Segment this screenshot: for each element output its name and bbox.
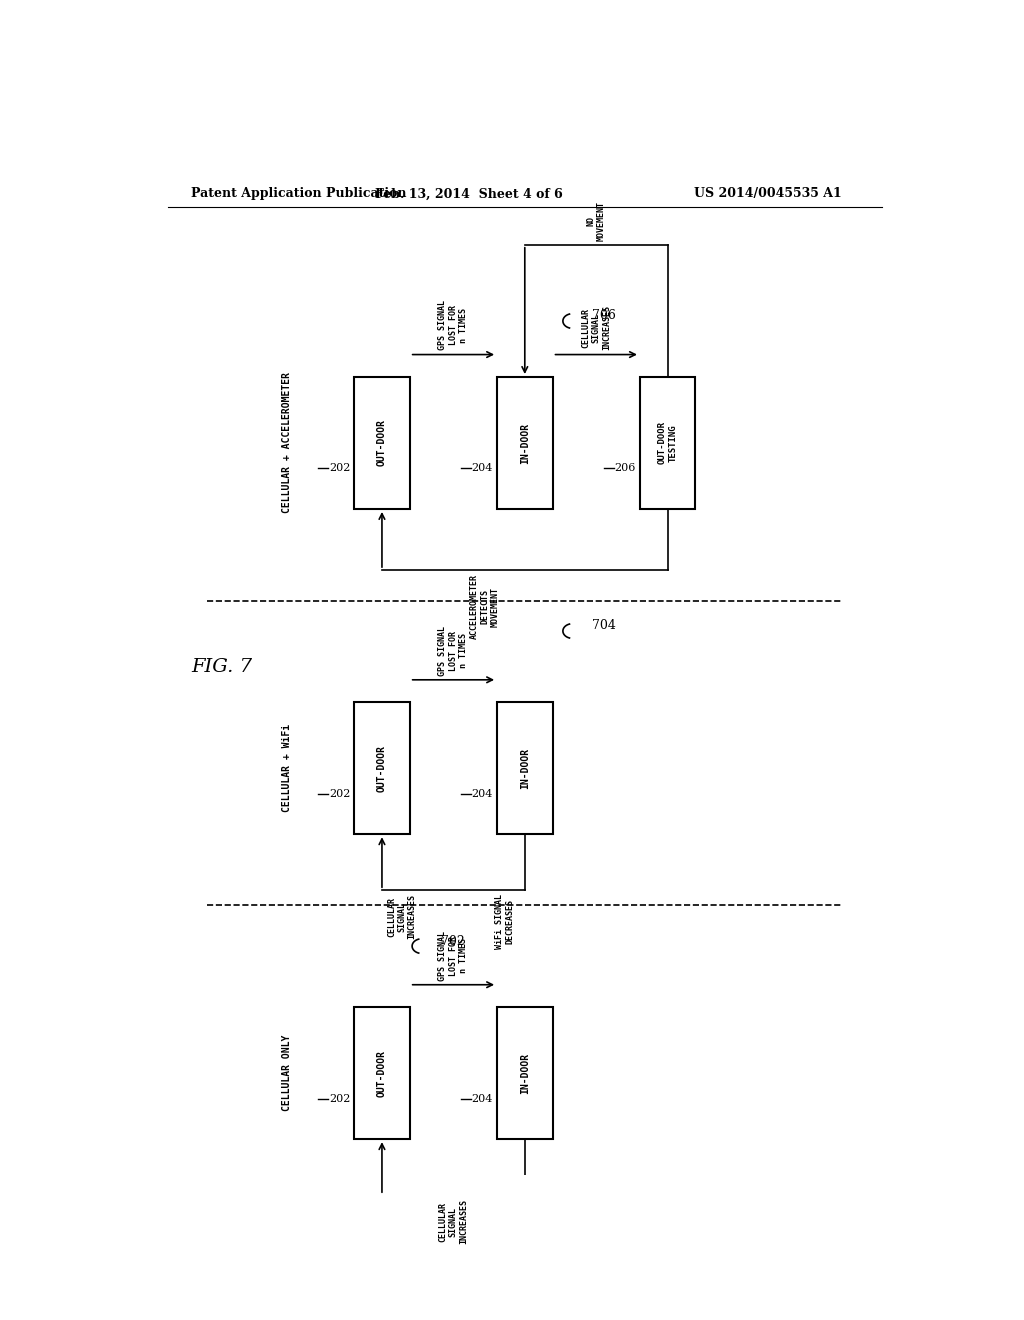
Text: GPS SIGNAL
LOST FOR
n TIMES: GPS SIGNAL LOST FOR n TIMES [438, 301, 468, 351]
Text: WiFi SIGNAL
DECREASES: WiFi SIGNAL DECREASES [496, 894, 515, 949]
Text: OUT-DOOR: OUT-DOOR [377, 1049, 387, 1097]
Text: CELLULAR + WiFi: CELLULAR + WiFi [282, 725, 292, 812]
Text: 202: 202 [329, 788, 350, 799]
Text: 704: 704 [592, 619, 616, 632]
Text: 202: 202 [329, 463, 350, 474]
Text: 206: 206 [614, 463, 636, 474]
Text: IN-DOOR: IN-DOOR [520, 1052, 529, 1094]
Text: Patent Application Publication: Patent Application Publication [191, 187, 407, 201]
Text: GPS SIGNAL
LOST FOR
n TIMES: GPS SIGNAL LOST FOR n TIMES [438, 626, 468, 676]
Bar [640, 378, 695, 510]
Text: CELLULAR
SIGNAL
INCREASES: CELLULAR SIGNAL INCREASES [387, 894, 417, 940]
Text: GPS SIGNAL
LOST FOR
n TIMES: GPS SIGNAL LOST FOR n TIMES [438, 931, 468, 981]
Text: IN-DOOR: IN-DOOR [520, 422, 529, 463]
Text: OUT-DOOR: OUT-DOOR [377, 744, 387, 792]
Bar [354, 1007, 410, 1139]
Text: CELLULAR
SIGNAL
INCREASES: CELLULAR SIGNAL INCREASES [438, 1199, 468, 1245]
Text: CELLULAR
SIGNAL
INCREASES: CELLULAR SIGNAL INCREASES [582, 305, 611, 351]
Text: ACCELEROMETER
DETECTS
MOVEMENT: ACCELEROMETER DETECTS MOVEMENT [470, 574, 500, 639]
Bar [354, 378, 410, 510]
Text: 706: 706 [592, 309, 616, 322]
Text: CELLULAR ONLY: CELLULAR ONLY [282, 1035, 292, 1111]
Text: US 2014/0045535 A1: US 2014/0045535 A1 [694, 187, 842, 201]
Text: Feb. 13, 2014  Sheet 4 of 6: Feb. 13, 2014 Sheet 4 of 6 [376, 187, 563, 201]
Bar [497, 702, 553, 834]
Bar [497, 378, 553, 510]
Text: 204: 204 [472, 788, 493, 799]
Text: OUT-DOOR
TESTING: OUT-DOOR TESTING [657, 421, 678, 465]
Text: OUT-DOOR: OUT-DOOR [377, 420, 387, 466]
Text: IN-DOOR: IN-DOOR [520, 747, 529, 789]
Text: 202: 202 [329, 1093, 350, 1104]
Text: NO
MOVEMENT: NO MOVEMENT [587, 201, 606, 240]
Text: 204: 204 [472, 1093, 493, 1104]
Text: FIG. 7: FIG. 7 [191, 657, 253, 676]
Bar [354, 702, 410, 834]
Text: 702: 702 [441, 935, 465, 948]
Text: 204: 204 [472, 463, 493, 474]
Bar [497, 1007, 553, 1139]
Text: CELLULAR + ACCELEROMETER: CELLULAR + ACCELEROMETER [282, 372, 292, 513]
